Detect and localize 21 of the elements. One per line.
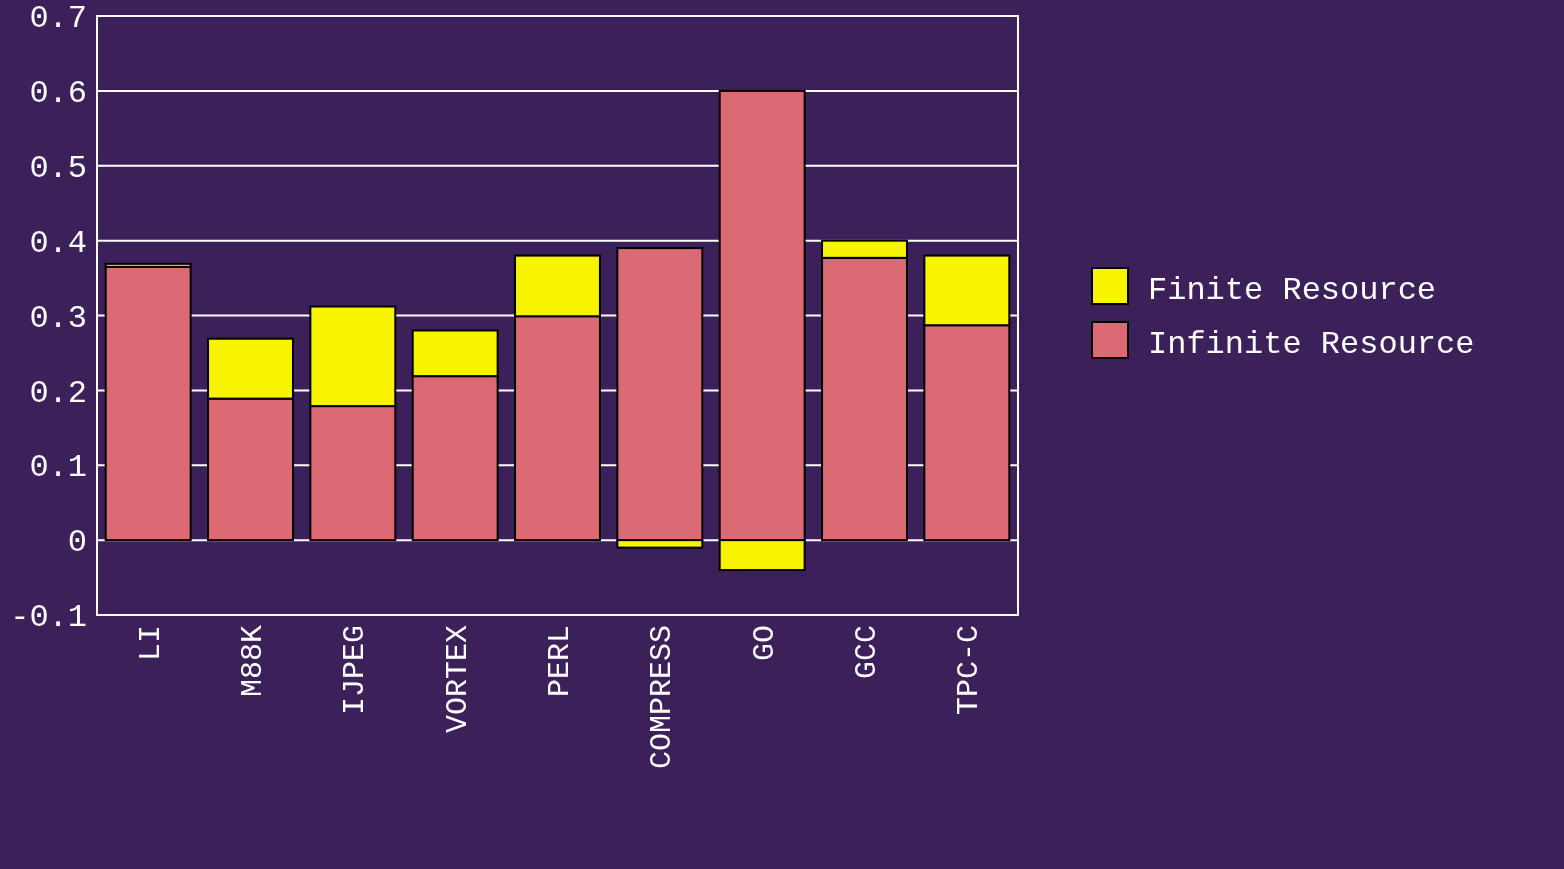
x-tick-label: GO xyxy=(747,625,782,662)
y-tick-label: 0.3 xyxy=(29,299,87,337)
bar xyxy=(104,265,192,542)
x-tick-label: COMPRESS xyxy=(645,625,680,770)
x-tick-label: GCC xyxy=(850,625,884,680)
x-tick-label: VORTEX xyxy=(440,625,475,734)
y-tick-label: 0.7 xyxy=(29,0,87,38)
x-tick-label: IJPEG xyxy=(338,625,373,716)
x-tick-label: LI xyxy=(133,625,168,662)
y-tick-label: 0.4 xyxy=(29,224,87,262)
y-tick-label: 0.5 xyxy=(29,149,87,187)
y-tick-label: 0.6 xyxy=(29,75,87,113)
x-tick-label: TPC-C xyxy=(952,625,987,716)
legend-label: Finite Resource xyxy=(1148,272,1437,310)
legend-label: Infinite Resource xyxy=(1148,326,1475,364)
x-tick-label: M88K xyxy=(236,625,270,698)
y-tick-label: 0 xyxy=(67,524,87,562)
y-tick-label: 0.1 xyxy=(29,449,87,487)
y-tick-label: -0.1 xyxy=(10,599,87,637)
y-tick-label: 0.2 xyxy=(29,374,87,412)
x-tick-label: PERL xyxy=(543,625,577,698)
